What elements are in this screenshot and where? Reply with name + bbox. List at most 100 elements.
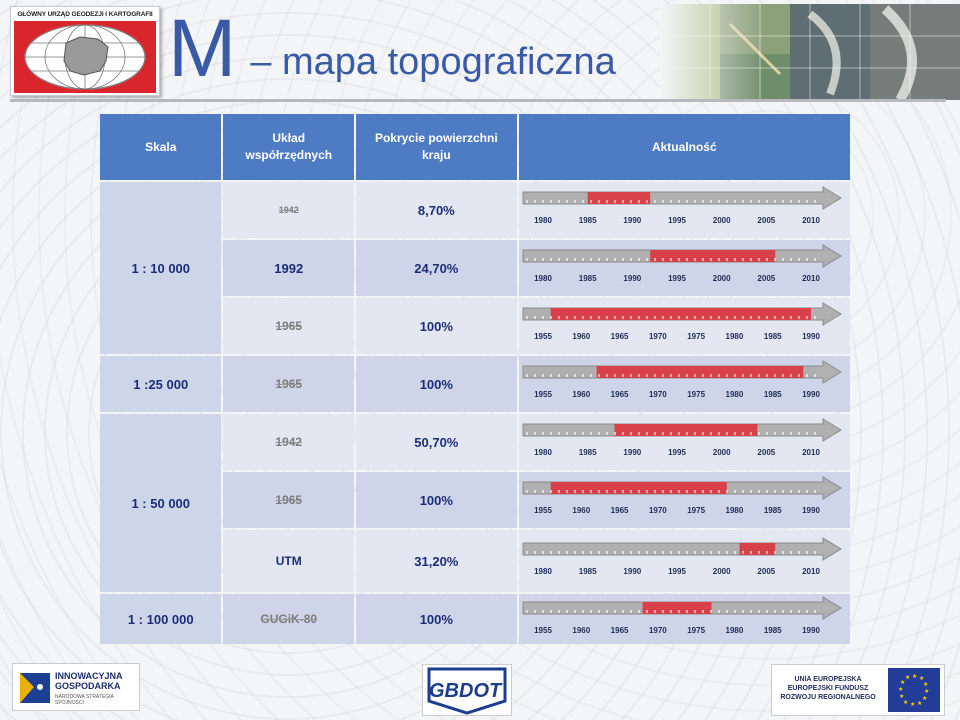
timeline-bar: 1980 1985 1990 1995 2000 2005 2010 bbox=[522, 186, 843, 225]
coverage-cell: 100% bbox=[419, 611, 453, 627]
coverage-cell: 100% bbox=[419, 376, 453, 392]
timeline-year-label: 1980 bbox=[534, 274, 552, 283]
ue-line3: ROZWOJU REGIONALNEGO bbox=[780, 694, 876, 701]
timeline-year-label: 1995 bbox=[668, 567, 686, 576]
coordinate-system-cell: 1992 bbox=[274, 260, 304, 276]
timeline-bar: 1955 1960 1965 1970 1975 1980 1985 1990 bbox=[522, 476, 843, 515]
timeline-cell: 1955 1960 1965 1970 1975 1980 1985 1990 bbox=[519, 298, 850, 354]
timeline-bar: 1980 1985 1990 1995 2000 2005 2010 bbox=[522, 537, 843, 576]
timeline-year-label: 1980 bbox=[726, 332, 744, 341]
svg-text:★: ★ bbox=[912, 673, 917, 680]
timeline-year-label: 1980 bbox=[726, 506, 744, 515]
timeline-year-label: 1960 bbox=[573, 506, 591, 515]
eu-fund-logo: UNIA EUROPEJSKA EUROPEJSKI FUNDUSZ ROZWO… bbox=[771, 664, 945, 716]
timeline-bar: 1980 1985 1990 1995 2000 2005 2010 bbox=[522, 244, 843, 283]
header-coordinate-system: Układ współrzędnych bbox=[223, 114, 354, 180]
timeline-bar: 1955 1960 1965 1970 1975 1980 1985 1990 bbox=[522, 360, 843, 399]
timeline-year-label: 1985 bbox=[579, 448, 597, 457]
timeline-cell: 1980 1985 1990 1995 2000 2005 2010 bbox=[519, 240, 850, 296]
scale-cell: 1 :25 000 bbox=[100, 356, 222, 412]
timeline-year-label: 1960 bbox=[573, 626, 591, 635]
timeline-year-label: 2005 bbox=[758, 448, 776, 457]
timeline-year-label: 1995 bbox=[668, 216, 686, 225]
timeline-year-label: 1965 bbox=[611, 390, 629, 399]
timeline-year-label: 1980 bbox=[726, 390, 744, 399]
timeline-year-label: 1995 bbox=[668, 274, 686, 283]
header-divider bbox=[10, 99, 946, 102]
innowacyjna-gospodarka-logo: INNOWACYJNA GOSPODARKA NARODOWA STRATEGI… bbox=[12, 663, 140, 711]
timeline-year-label: 1990 bbox=[624, 567, 642, 576]
timeline-span bbox=[614, 424, 758, 436]
gbdot-text: GBDOT bbox=[429, 680, 502, 702]
coverage-cell: 100% bbox=[419, 318, 453, 334]
topographic-map-table: Skala Układ współrzędnych Pokrycie powie… bbox=[98, 112, 852, 646]
timeline-year-label: 2005 bbox=[758, 216, 776, 225]
timeline-year-label: 1970 bbox=[649, 626, 667, 635]
timeline-year-label: 2000 bbox=[713, 448, 731, 457]
ue-line2: EUROPEJSKI FUNDUSZ bbox=[787, 685, 869, 692]
timeline-year-label: 1975 bbox=[688, 332, 706, 341]
coordinate-system-cell: 1942 bbox=[278, 205, 299, 215]
timeline-year-label: 1980 bbox=[534, 567, 552, 576]
svg-text:★: ★ bbox=[917, 700, 922, 707]
timeline-year-label: 1980 bbox=[534, 216, 552, 225]
ig-line3: NARODOWA STRATEGIA SPÓJNOŚCI bbox=[55, 694, 114, 706]
timeline-cell: 1955 1960 1965 1970 1975 1980 1985 1990 bbox=[519, 472, 850, 528]
coordinate-system-cell: UTM bbox=[275, 554, 302, 568]
timeline-year-label: 1985 bbox=[764, 332, 782, 341]
timeline-year-label: 1990 bbox=[802, 390, 820, 399]
svg-text:★: ★ bbox=[910, 701, 915, 708]
coordinate-system-cell: 1965 bbox=[275, 319, 303, 333]
slide-title: M – mapa topograficzna bbox=[168, 2, 616, 90]
timeline-year-label: 1975 bbox=[688, 390, 706, 399]
ig-line1: INNOWACYJNA bbox=[55, 671, 123, 681]
timeline-year-label: 2000 bbox=[713, 216, 731, 225]
title-text: – mapa topograficzna bbox=[250, 41, 616, 83]
timeline-year-label: 1980 bbox=[534, 448, 552, 457]
svg-text:★: ★ bbox=[905, 674, 910, 681]
timeline-year-label: 1990 bbox=[802, 626, 820, 635]
timeline-year-label: 1990 bbox=[624, 216, 642, 225]
coverage-cell: 50,70% bbox=[414, 434, 459, 450]
timeline-year-label: 1975 bbox=[688, 626, 706, 635]
timeline-year-label: 1980 bbox=[726, 626, 744, 635]
timeline-cell: 1955 1960 1965 1970 1975 1980 1985 1990 bbox=[519, 356, 850, 412]
timeline-year-label: 1995 bbox=[668, 448, 686, 457]
timeline-year-label: 1985 bbox=[764, 390, 782, 399]
timeline-span bbox=[550, 308, 812, 320]
coverage-cell: 31,20% bbox=[414, 553, 459, 569]
timeline-year-label: 1955 bbox=[534, 390, 552, 399]
timeline-year-label: 2000 bbox=[713, 567, 731, 576]
logo-text: GŁÓWNY URZĄD GEODEZJI I KARTOGRAFII bbox=[17, 11, 153, 18]
svg-text:★: ★ bbox=[923, 681, 928, 688]
gugik-logo: GŁÓWNY URZĄD GEODEZJI I KARTOGRAFII bbox=[10, 6, 160, 96]
eu-stars-ring: ★ ★★ ★★★ ★★★ ★★★ bbox=[898, 673, 929, 708]
timeline-year-label: 2010 bbox=[802, 216, 820, 225]
svg-text:★: ★ bbox=[924, 688, 929, 695]
scale-cell: 1 : 50 000 bbox=[100, 414, 222, 592]
eu-stars-icon bbox=[20, 673, 50, 703]
coordinate-system-cell: 1965 bbox=[275, 493, 303, 507]
timeline-year-label: 2005 bbox=[758, 567, 776, 576]
timeline-span bbox=[739, 543, 776, 555]
timeline-year-label: 1965 bbox=[611, 506, 629, 515]
timeline-cell: 1980 1985 1990 1995 2000 2005 2010 bbox=[519, 182, 850, 238]
timeline-year-label: 1960 bbox=[573, 332, 591, 341]
timeline-span bbox=[642, 602, 712, 614]
coverage-cell: 8,70% bbox=[417, 202, 455, 218]
timeline-year-label: 2000 bbox=[713, 274, 731, 283]
timeline-year-label: 1985 bbox=[764, 506, 782, 515]
svg-text:★: ★ bbox=[922, 695, 927, 702]
eu-flag-icon: ★ ★ ★ ★ ★ ★ ★ ★ ★ ★ ★ ★ bbox=[888, 668, 940, 712]
ue-line1: UNIA EUROPEJSKA bbox=[794, 676, 862, 683]
timeline-year-label: 1955 bbox=[534, 506, 552, 515]
gbdot-logo: GBDOT bbox=[422, 664, 512, 716]
timeline-year-label: 1960 bbox=[573, 390, 591, 399]
header-scale: Skala bbox=[100, 114, 222, 180]
timeline-arrow bbox=[522, 186, 843, 210]
scale-cell: 1 : 100 000 bbox=[100, 594, 222, 644]
coordinate-system-cell: 1942 bbox=[275, 435, 303, 449]
timeline-arrow bbox=[522, 537, 843, 561]
timeline-cell: 1980 1985 1990 1995 2000 2005 2010 bbox=[519, 414, 850, 470]
timeline-year-label: 1990 bbox=[802, 506, 820, 515]
